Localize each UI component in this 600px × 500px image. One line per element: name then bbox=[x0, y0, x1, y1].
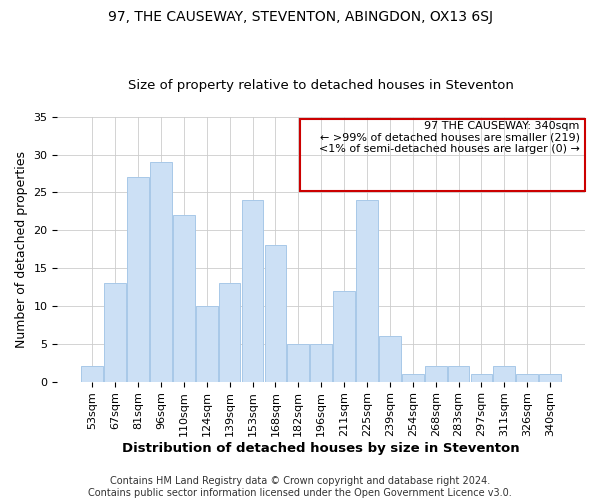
Bar bbox=[517, 374, 538, 382]
Bar bbox=[539, 374, 561, 382]
Bar bbox=[104, 283, 126, 382]
Bar bbox=[242, 200, 263, 382]
Bar bbox=[219, 283, 241, 382]
Bar bbox=[310, 344, 332, 382]
Bar bbox=[82, 366, 103, 382]
Bar bbox=[402, 374, 424, 382]
Bar bbox=[470, 374, 493, 382]
Y-axis label: Number of detached properties: Number of detached properties bbox=[15, 150, 28, 348]
Bar bbox=[196, 306, 218, 382]
Text: 97, THE CAUSEWAY, STEVENTON, ABINGDON, OX13 6SJ: 97, THE CAUSEWAY, STEVENTON, ABINGDON, O… bbox=[107, 10, 493, 24]
Bar bbox=[287, 344, 309, 382]
Bar bbox=[333, 291, 355, 382]
Bar bbox=[448, 366, 469, 382]
Bar bbox=[493, 366, 515, 382]
Bar bbox=[379, 336, 401, 382]
Bar bbox=[425, 366, 446, 382]
Bar bbox=[127, 178, 149, 382]
X-axis label: Distribution of detached houses by size in Steventon: Distribution of detached houses by size … bbox=[122, 442, 520, 455]
Title: Size of property relative to detached houses in Steventon: Size of property relative to detached ho… bbox=[128, 79, 514, 92]
Bar bbox=[173, 215, 195, 382]
Bar bbox=[265, 246, 286, 382]
Text: 97 THE CAUSEWAY: 340sqm
← >99% of detached houses are smaller (219)
<1% of semi-: 97 THE CAUSEWAY: 340sqm ← >99% of detach… bbox=[319, 121, 580, 154]
Bar bbox=[150, 162, 172, 382]
Text: Contains HM Land Registry data © Crown copyright and database right 2024.
Contai: Contains HM Land Registry data © Crown c… bbox=[88, 476, 512, 498]
Bar bbox=[356, 200, 378, 382]
